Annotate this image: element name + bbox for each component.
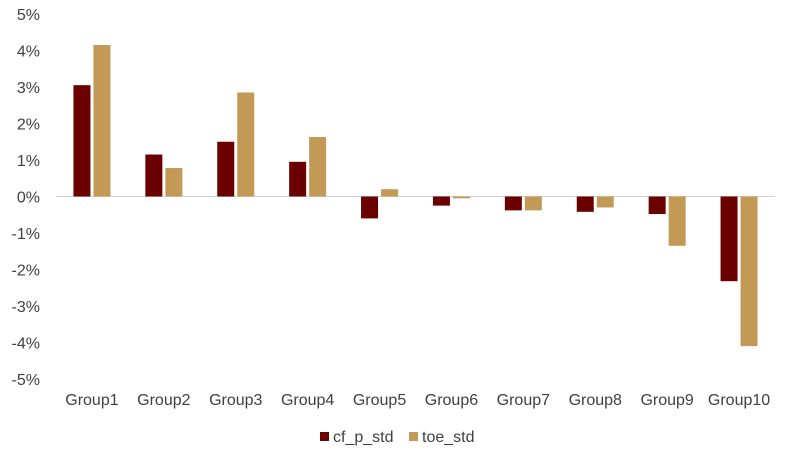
y-axis-ticks: 5% 4% 3% 2% 1% 0% -1% -2% -3% -4% -5% (12, 7, 40, 389)
y-tick-label: -5% (12, 372, 40, 389)
y-tick-label: 4% (17, 44, 40, 61)
x-category-label: Group5 (353, 392, 406, 409)
bar-cf-p-std-group6 (432, 196, 450, 206)
bar-toe-std-group6 (452, 196, 470, 199)
y-tick-label: 0% (17, 190, 40, 207)
bar-cf-p-std-group4 (289, 161, 307, 197)
bar-toe-std-group1 (93, 45, 111, 197)
bar-cf-p-std-group9 (648, 196, 666, 215)
y-tick-label: -4% (12, 336, 40, 353)
x-category-label: Group2 (137, 392, 190, 409)
bars (73, 45, 758, 347)
x-category-label: Group7 (497, 392, 550, 409)
x-category-label: Group8 (569, 392, 622, 409)
bar-toe-std-group5 (381, 189, 399, 197)
legend: cf_p_std toe_std (320, 429, 474, 446)
y-tick-label: 2% (17, 117, 40, 134)
x-category-label: Group4 (281, 392, 334, 409)
bar-cf-p-std-group2 (145, 154, 163, 197)
legend-label-cf-p-std: cf_p_std (333, 429, 393, 446)
bar-toe-std-group3 (237, 92, 255, 197)
bar-toe-std-group4 (309, 137, 327, 197)
bar-toe-std-group8 (596, 196, 614, 208)
x-category-label: Group10 (708, 392, 770, 409)
bar-cf-p-std-group7 (504, 196, 522, 211)
bar-toe-std-group2 (165, 168, 183, 197)
y-tick-label: -1% (12, 226, 40, 243)
x-category-label: Group6 (425, 392, 478, 409)
bar-cf-p-std-group5 (361, 196, 379, 219)
bar-cf-p-std-group1 (73, 85, 91, 197)
y-tick-label: -3% (12, 299, 40, 316)
y-tick-label: 1% (17, 153, 40, 170)
y-tick-label: 3% (17, 80, 40, 97)
x-category-label: Group9 (640, 392, 693, 409)
bar-toe-std-group7 (524, 196, 542, 211)
bar-cf-p-std-group3 (217, 141, 235, 197)
bar-cf-p-std-group10 (720, 196, 738, 282)
bar-toe-std-group9 (668, 196, 686, 246)
y-tick-label: 5% (17, 7, 40, 24)
x-axis-categories: Group1 Group2 Group3 Group4 Group5 Group6 Grou… (65, 392, 770, 409)
bar-toe-std-group10 (740, 196, 758, 347)
legend-swatch-toe-std (409, 432, 418, 441)
x-category-label: Group1 (65, 392, 118, 409)
legend-swatch-cf-p-std (320, 432, 329, 441)
x-category-label: Group3 (209, 392, 262, 409)
legend-label-toe-std: toe_std (422, 429, 474, 446)
bar-cf-p-std-group8 (576, 196, 594, 212)
y-tick-label: -2% (12, 263, 40, 280)
